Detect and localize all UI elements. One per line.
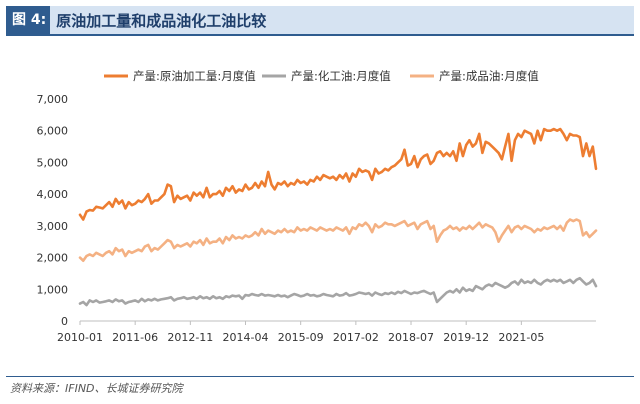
series-layer	[78, 127, 598, 307]
y-tick-label: 2,000	[37, 252, 69, 265]
y-tick-label: 1,000	[37, 283, 69, 296]
figure-title: 原油加工量和成品油化工油比较	[56, 11, 267, 30]
footer-divider	[6, 376, 634, 377]
x-tick-label: 2014-04	[223, 331, 269, 344]
x-tick-label: 2018-07	[388, 331, 434, 344]
line-chart: 产量:原油加工量:月度值 产量:化工油:月度值 产量:成品油:月度值 0 1,000 2…	[37, 69, 598, 344]
x-tick-label: 2015-09	[278, 331, 324, 344]
x-tick-label: 2010-01	[57, 331, 103, 344]
source-note: 资料来源：IFIND、长城证券研究院	[10, 382, 183, 395]
legend-label: 产量:成品油:月度值	[439, 69, 539, 83]
y-tick-label: 7,000	[37, 93, 69, 106]
x-tick-label: 2011-06	[112, 331, 158, 344]
title-divider	[6, 34, 634, 36]
series-line-3	[78, 218, 598, 262]
y-tick-label: 6,000	[37, 125, 69, 138]
x-tick-label: 2012-11	[167, 331, 213, 344]
x-axis: 2010-01 2011-06 2012-11 2014-04 2015-09 2017-…	[57, 320, 596, 344]
y-axis: 0 1,000 2,000 3,000 4,000 5,000 6,000 7,000	[37, 93, 69, 328]
y-tick-label: 5,000	[37, 156, 69, 169]
x-tick-label: 2017-02	[333, 331, 379, 344]
y-tick-label: 4,000	[37, 188, 69, 201]
figure-title-bar: 图 4: 原油加工量和成品油化工油比较	[6, 6, 634, 34]
chart-legend: 产量:原油加工量:月度值 产量:化工油:月度值 产量:成品油:月度值	[104, 69, 539, 83]
figure-number: 图 4:	[6, 6, 51, 34]
y-tick-label: 3,000	[37, 220, 69, 233]
legend-label: 产量:化工油:月度值	[291, 69, 391, 83]
series-line-1	[78, 127, 598, 221]
x-tick-label: 2019-12	[443, 331, 489, 344]
y-tick-label: 0	[61, 315, 68, 328]
series-line-2	[78, 276, 598, 307]
legend-label: 产量:原油加工量:月度值	[133, 69, 256, 83]
x-tick-label: 2021-05	[498, 331, 544, 344]
